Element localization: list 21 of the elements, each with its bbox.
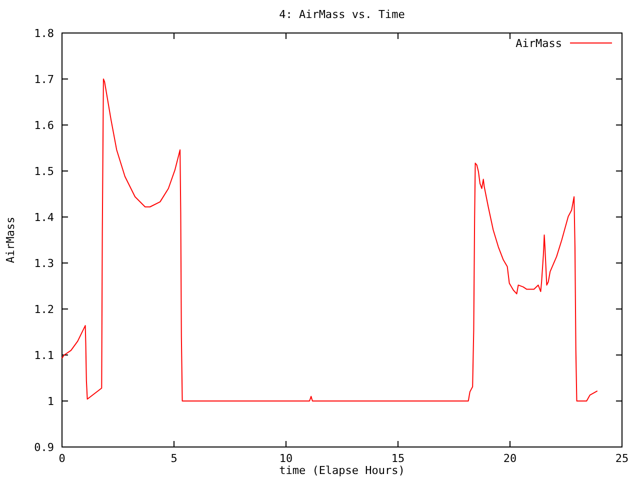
- y-tick-label: 1.7: [34, 73, 54, 86]
- y-tick-label: 1.2: [34, 303, 54, 316]
- x-tick-label: 0: [58, 452, 66, 465]
- x-tick-label: 25: [615, 452, 629, 465]
- line-series: [62, 78, 598, 402]
- y-tick-label: 1.5: [34, 165, 54, 178]
- y-tick-label: 1.3: [34, 257, 54, 270]
- x-tick-label: 20: [503, 452, 517, 465]
- text: AirMass: [516, 37, 562, 50]
- y-tick-label: 1.1: [34, 349, 54, 362]
- y-tick-label: 1.8: [34, 27, 54, 40]
- y-tick-label: 1: [47, 395, 54, 408]
- x-tick-label: 15: [391, 452, 405, 465]
- chart-title: 4: AirMass vs. Time: [279, 8, 405, 21]
- x-axis-title: time (Elapse Hours): [279, 464, 405, 477]
- y-tick-label: 1.4: [34, 211, 54, 224]
- y-tick-label: 0.9: [34, 441, 54, 454]
- y-axis-title: AirMass: [4, 216, 17, 264]
- x-tick-label: 5: [170, 452, 178, 465]
- y-tick-label: 1.6: [34, 119, 54, 132]
- x-tick-label: 10: [279, 452, 293, 465]
